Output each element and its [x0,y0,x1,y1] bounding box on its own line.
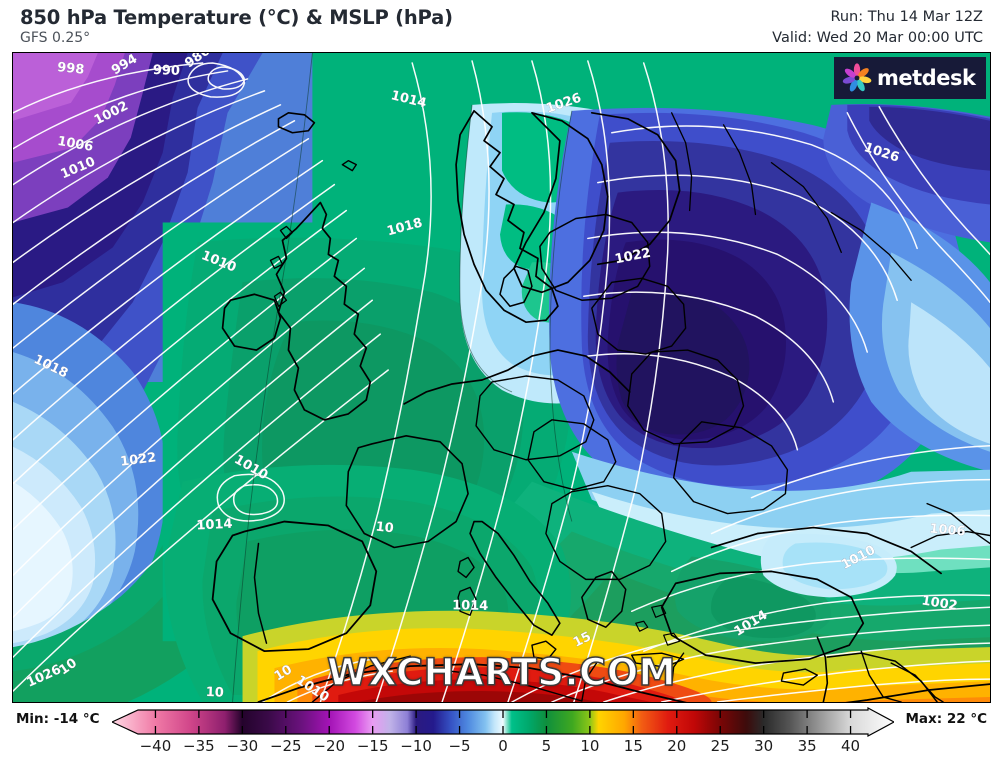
isobar-label-20: 1006 [929,522,966,540]
scale-tick--15: −15 [356,737,389,755]
scale-tick--35: −35 [183,737,215,755]
model-subtitle: GFS 0.25° [20,30,91,46]
run-time-label: Run: Thu 14 Mar 12Z [830,9,983,25]
scale-max-label: Max: 22 °C [905,711,988,727]
scale-tick-15: 15 [623,737,643,755]
temperature-color-scale: Min: -14 °C Max: 22 °C −40 −35 −30 −25 −20 −1… [0,705,1003,768]
metdesk-pinwheel-icon [842,63,872,92]
isobar-label-12: 1022 [614,246,652,268]
isobar-label-16: 1014 [196,517,233,534]
scale-tick--25: −25 [269,737,302,755]
scale-tick-35: 35 [797,737,817,755]
valid-time-label: Valid: Wed 20 Mar 00:00 UTC [772,30,983,46]
page-title: 850 hPa Temperature (°C) & MSLP (hPa) [20,6,453,29]
scale-min-label: Min: -14 °C [16,711,100,727]
scale-tick-20: 20 [667,737,687,755]
wxcharts-watermark: WXCHARTS.COM [326,650,676,695]
scale-tick--30: −30 [226,737,259,755]
scale-tick--5: −5 [448,737,471,755]
metdesk-wordmark: metdesk [877,66,976,90]
scale-bar [112,707,894,737]
scale-tick-0: 0 [498,737,508,755]
scale-tick-25: 25 [710,737,730,755]
isobar-label-22: 1002 [921,593,959,613]
scale-tick--40: −40 [139,737,172,755]
scale-tick-40: 40 [841,737,861,755]
isotherm-label-3: 10 [375,520,395,537]
chart-header: 850 hPa Temperature (°C) & MSLP (hPa) GF… [0,0,1003,52]
isobar-label-3: 998 [56,60,84,78]
isobar-label-14: 1022 [119,450,157,469]
scale-tick--20: −20 [313,737,346,755]
scale-tick-30: 30 [754,737,774,755]
scale-tick-10: 10 [580,737,600,755]
isobar-label-18: 1014 [452,598,488,614]
isobar-label-1: 990 [153,63,181,79]
scale-tick-labels: −40 −35 −30 −25 −20 −15 −10 −5 0 5 10 15 20 25 30 35 40 [112,737,894,761]
weather-map[interactable]: 986 990 994 998 1002 1006 1010 1014 1026 1026 1018… [12,52,991,703]
scale-tick--10: −10 [400,737,432,755]
metdesk-logo: metdesk [834,57,986,99]
scale-tick-5: 5 [541,737,552,755]
isotherm-label-1: 10 [205,685,224,701]
isobar-label-5: 1006 [56,134,94,155]
